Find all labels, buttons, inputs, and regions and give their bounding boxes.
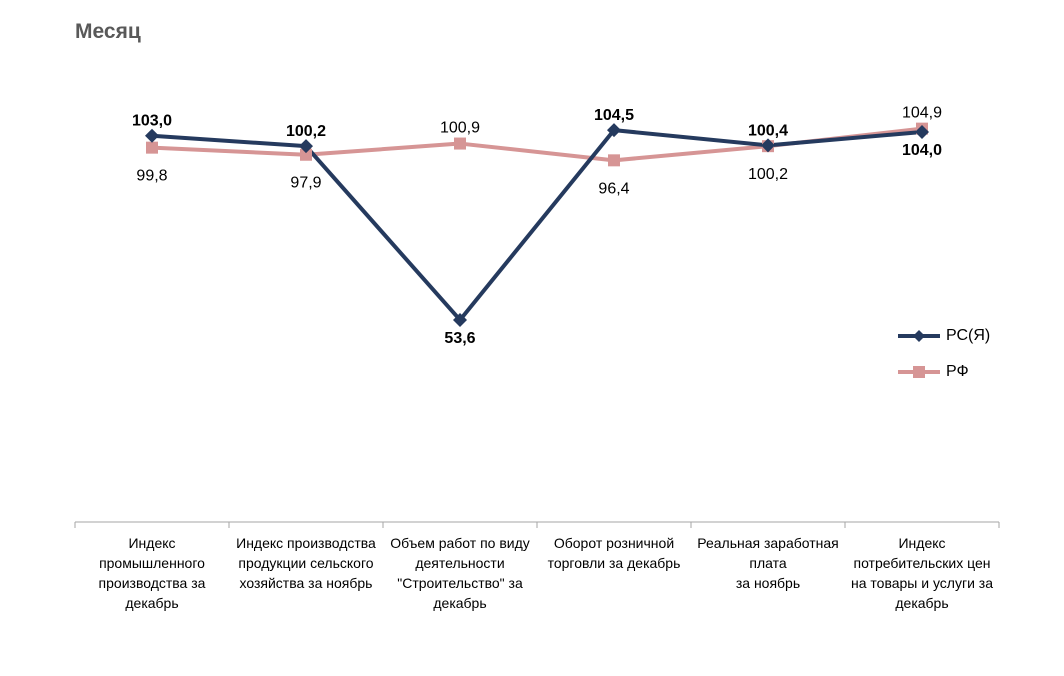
legend-marker-rs (898, 330, 940, 342)
x-tick-label: Индекс промышленного производства за декабр… (77, 533, 227, 613)
data-label-rs: 100,2 (286, 123, 326, 140)
x-tick-label: Оборот розничной торговли за декабрь (539, 533, 689, 573)
data-point-rs (145, 128, 159, 143)
data-point-rs (299, 139, 313, 154)
x-tick-label-line: на товары и услуги за (851, 575, 993, 591)
data-label-rf: 104,9 (902, 105, 942, 122)
x-tick-label-line: производства за (98, 575, 206, 591)
data-label-rs: 103,0 (132, 113, 172, 130)
data-label-rs: 104,0 (902, 142, 942, 159)
x-tick-label-line: промышленного (99, 555, 205, 571)
data-label-rs: 53,6 (444, 330, 475, 347)
x-tick-label-line: продукции сельского (238, 555, 374, 571)
x-tick-label-line: "Строительство" за (397, 575, 523, 591)
x-tick-label-line: Объем работ по виду (390, 535, 530, 551)
data-label-rf: 99,8 (136, 168, 167, 185)
series-line-rs (151, 128, 923, 322)
x-tick-label-line: Оборот розничной (553, 535, 675, 551)
data-point-rs (453, 312, 467, 327)
x-tick-label-line: декабрь (895, 595, 949, 611)
data-label-rf: 100,9 (440, 120, 480, 137)
legend-marker-rf (898, 366, 940, 378)
legend-label-rs: РС(Я) (946, 327, 991, 344)
data-point-rs (915, 124, 929, 139)
x-tick-label: Индекс производства продукции сельского хо… (231, 533, 381, 593)
data-point-rf (608, 154, 620, 167)
x-tick-label-line: Индекс (898, 535, 946, 551)
x-tick-label-line: Индекс производства (236, 535, 376, 551)
x-tick-label: Объем работ по виду деятельности "Строител… (385, 533, 535, 613)
x-tick-label-line: за ноябрь (735, 575, 801, 591)
data-point-rf (146, 141, 158, 154)
legend-item-rf: РФ (898, 361, 969, 383)
data-label-rs: 104,5 (594, 107, 634, 124)
data-point-rf (300, 148, 312, 161)
x-tick-label-line: деятельности (415, 555, 505, 571)
data-point-rs (607, 123, 621, 138)
data-point-rf (454, 137, 466, 150)
x-tick-label-line: Индекс (128, 535, 176, 551)
data-label-rf: 97,9 (290, 175, 321, 192)
data-label-rf: 96,4 (598, 180, 629, 197)
x-tick-label-line: плата (749, 555, 787, 571)
chart-title: Месяц (75, 20, 141, 43)
x-tick-label: Реальная заработная плата за ноябрь (693, 533, 843, 593)
data-label-rs: 100,4 (748, 122, 788, 139)
x-tick-label-line: декабрь (125, 595, 179, 611)
legend-label-rf: РФ (946, 363, 969, 380)
data-label-rf: 100,2 (748, 166, 788, 183)
legend-item-rs: РС(Я) (898, 325, 990, 347)
x-tick-label-line: хозяйства за ноябрь (239, 575, 373, 591)
data-point-rs (761, 138, 775, 153)
x-tick-label: Индекс потребительских цен на товары и усл… (847, 533, 997, 613)
x-tick-label-line: торговли за декабрь (547, 555, 681, 571)
x-tick-label-line: потребительских цен (853, 555, 991, 571)
x-tick-label-line: декабрь (433, 595, 487, 611)
x-tick-label-line: Реальная заработная (697, 535, 839, 551)
